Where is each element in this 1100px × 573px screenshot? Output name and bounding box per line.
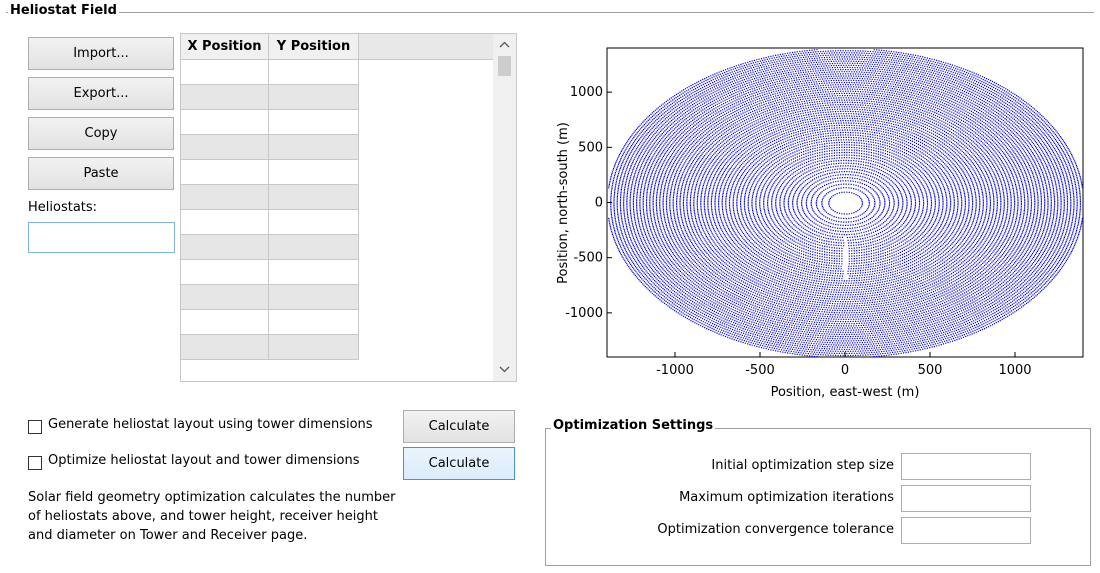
x-position-cell[interactable] [181,160,269,185]
x-position-cell[interactable] [181,185,269,210]
table-row[interactable] [181,310,359,335]
y-position-cell[interactable] [269,235,359,260]
y-position-cell[interactable] [269,110,359,135]
y-position-cell[interactable] [269,60,359,85]
column-header-y[interactable]: Y Position [269,34,359,60]
y-axis-label: Position, north-south (m) [556,122,571,284]
group-title: Heliostat Field [8,3,119,18]
convergence-tolerance-label: Optimization convergence tolerance [657,522,894,537]
table-row[interactable] [181,285,359,310]
group-frame-line [6,12,1094,13]
x-tick-label: 0 [841,363,849,378]
y-position-cell[interactable] [269,160,359,185]
heliostats-label: Heliostats: [28,200,98,215]
x-position-cell[interactable] [181,235,269,260]
y-position-cell[interactable] [269,310,359,335]
optimization-note: Solar field geometry optimization calcul… [28,490,396,543]
position-table[interactable]: X Position Y Position [180,33,517,382]
import-button[interactable]: Import... [28,37,174,70]
y-position-cell[interactable] [269,185,359,210]
y-position-cell[interactable] [269,85,359,110]
x-position-cell[interactable] [181,210,269,235]
copy-button[interactable]: Copy [28,117,174,150]
y-axis-ticks: 1000 500 0 -500 -1000 [565,85,612,321]
convergence-tolerance-input[interactable] [901,517,1031,544]
step-size-input[interactable] [901,453,1031,480]
y-tick-label: -1000 [565,306,603,321]
x-position-cell[interactable] [181,285,269,310]
x-position-cell[interactable] [181,85,269,110]
optimize-layout-label: Optimize heliostat layout and tower dime… [48,453,360,468]
step-size-label: Initial optimization step size [711,458,894,473]
x-position-cell[interactable] [181,335,269,360]
scroll-thumb [498,56,511,76]
optimization-settings-title: Optimization Settings [551,418,716,433]
x-position-cell[interactable] [181,60,269,85]
x-tick-label: -1000 [656,363,694,378]
table-row[interactable] [181,210,359,235]
table-row[interactable] [181,110,359,135]
optimization-settings-frame [545,428,1091,566]
table-row[interactable] [181,185,359,210]
vertical-scrollbar[interactable] [493,34,516,381]
max-iterations-input[interactable] [901,485,1031,512]
paste-button[interactable]: Paste [28,157,174,190]
column-header-x[interactable]: X Position [181,34,269,60]
y-tick-label: 0 [595,196,603,211]
y-position-cell[interactable] [269,210,359,235]
table-row[interactable] [181,85,359,110]
y-tick-label: 500 [578,140,603,155]
y-position-cell[interactable] [269,135,359,160]
generate-calculate-button[interactable]: Calculate [403,410,515,443]
x-tick-label: -500 [745,363,775,378]
table-row[interactable] [181,335,359,360]
x-tick-label: 500 [918,363,943,378]
table-row[interactable] [181,235,359,260]
y-tick-label: -500 [573,251,603,266]
table-row[interactable] [181,60,359,85]
table-row[interactable] [181,160,359,185]
scroll-up-icon [499,41,510,48]
x-position-cell[interactable] [181,260,269,285]
optimize-calculate-button[interactable]: Calculate [403,447,515,480]
y-tick-label: 1000 [570,85,603,100]
heliostats-input[interactable] [28,222,175,253]
y-position-cell[interactable] [269,260,359,285]
export-button[interactable]: Export... [28,77,174,110]
x-tick-label: 1000 [998,363,1031,378]
table-row[interactable] [181,260,359,285]
x-position-cell[interactable] [181,110,269,135]
heliostat-field-chart: -1000 -500 0 500 1000 1000 500 0 -500 -1000 Posi… [556,47,1084,400]
x-axis-label: Position, east-west (m) [771,385,920,400]
table-row[interactable] [181,135,359,160]
table-header: X Position Y Position [181,34,359,60]
max-iterations-label: Maximum optimization iterations [679,490,894,505]
generate-layout-checkbox[interactable] [28,420,42,434]
optimize-layout-checkbox[interactable] [28,456,42,470]
generate-layout-label: Generate heliostat layout using tower di… [48,417,373,432]
y-position-cell[interactable] [269,335,359,360]
x-position-cell[interactable] [181,135,269,160]
y-position-cell[interactable] [269,285,359,310]
table-header-fill [359,34,493,60]
x-position-cell[interactable] [181,310,269,335]
x-axis-ticks: -1000 -500 0 500 1000 [656,352,1032,378]
scroll-down-icon [499,366,510,373]
